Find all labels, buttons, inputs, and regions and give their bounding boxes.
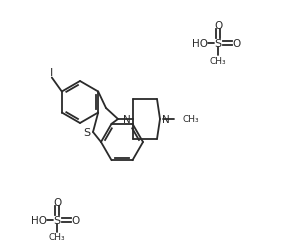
Text: CH₃: CH₃: [49, 232, 65, 241]
Text: O: O: [53, 197, 61, 207]
Text: O: O: [214, 21, 222, 31]
Text: HO: HO: [31, 215, 47, 225]
Text: I: I: [50, 68, 53, 78]
Text: S: S: [214, 39, 222, 49]
Text: N: N: [123, 114, 131, 124]
Text: S: S: [83, 128, 91, 138]
Text: HO: HO: [192, 39, 208, 49]
Text: S: S: [53, 215, 61, 225]
Text: CH₃: CH₃: [182, 115, 199, 124]
Text: CH₃: CH₃: [210, 56, 226, 65]
Text: N: N: [162, 114, 170, 124]
Text: O: O: [232, 39, 240, 49]
Text: O: O: [71, 215, 79, 225]
